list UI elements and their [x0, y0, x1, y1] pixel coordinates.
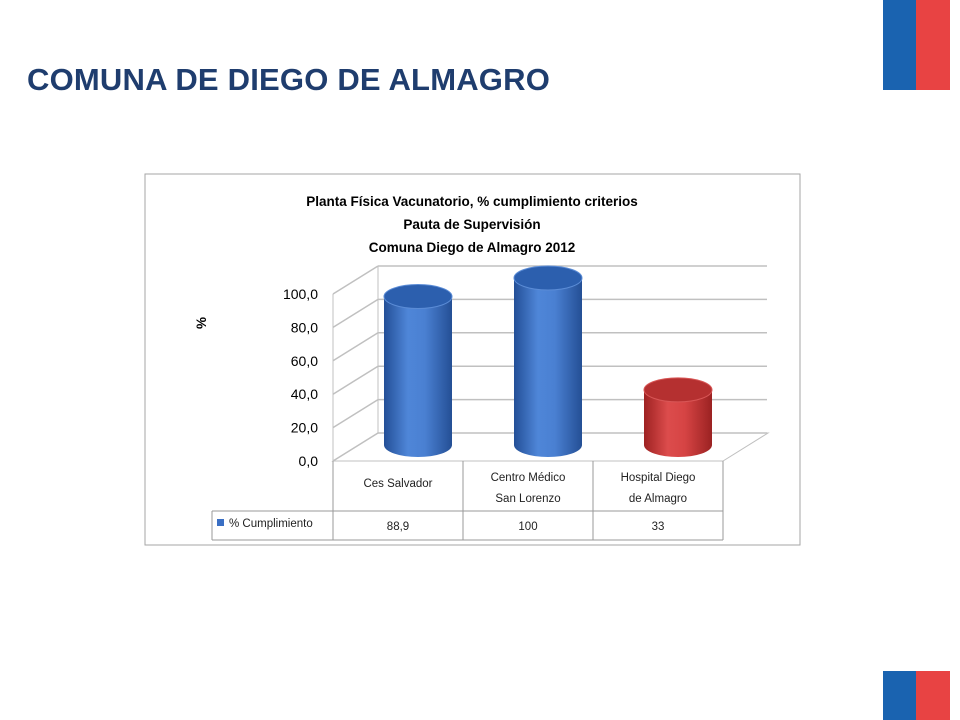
bar-cylinder-top — [383, 284, 453, 310]
legend-series-name: % Cumplimiento — [229, 518, 313, 530]
category-label: Hospital Diego — [621, 472, 696, 484]
chart-frame — [144, 173, 801, 546]
category-label: Ces Salvador — [363, 478, 432, 490]
category-label: de Almagro — [629, 493, 687, 505]
data-value-label: 88,9 — [387, 521, 409, 533]
y-tick-label: 40,0 — [291, 386, 318, 402]
gridline-side — [332, 432, 379, 462]
chart-title-line-1: Planta Física Vacunatorio, % cumplimient… — [306, 194, 638, 209]
legend-swatch — [217, 519, 224, 526]
y-tick-label: 100,0 — [283, 286, 318, 302]
flag-blue-stripe — [883, 671, 916, 720]
gridline-side — [332, 332, 379, 362]
flag-red-stripe — [916, 671, 950, 720]
gridline-side — [332, 398, 379, 429]
category-label: Centro Médico — [491, 472, 566, 484]
chile-flag-decoration-top — [883, 0, 950, 90]
y-tick-label: 60,0 — [291, 353, 318, 369]
bar-cylinder — [384, 296, 452, 457]
data-value-label: 100 — [518, 521, 537, 533]
bar-cylinder — [644, 389, 712, 457]
flag-blue-stripe — [883, 0, 916, 90]
y-tick-label: 20,0 — [291, 420, 318, 436]
bar-cylinder-top — [643, 377, 713, 403]
gridline-side — [332, 265, 379, 295]
plot-area: 100,0 80,0 60,0 40,0 20,0 0,0 Ces Salvador 88,9… — [211, 265, 770, 541]
gridline-side — [332, 298, 379, 329]
gridline-side — [332, 365, 379, 395]
y-tick-label: 80,0 — [291, 319, 318, 335]
chart-title-line-3: Comuna Diego de Almagro 2012 — [369, 240, 576, 255]
chile-flag-decoration-bottom — [883, 671, 950, 720]
data-value-label: 33 — [652, 521, 665, 533]
y-axis-label: % — [194, 317, 209, 329]
bar-cylinder-top — [513, 265, 583, 291]
bar-cylinder — [514, 278, 582, 457]
slide-title: COMUNA DE DIEGO DE ALMAGRO — [27, 62, 551, 97]
y-tick-label: 0,0 — [299, 453, 319, 469]
category-label: San Lorenzo — [495, 493, 560, 505]
chart-title-line-2: Pauta de Supervisión — [403, 217, 540, 232]
flag-red-stripe — [916, 0, 950, 90]
